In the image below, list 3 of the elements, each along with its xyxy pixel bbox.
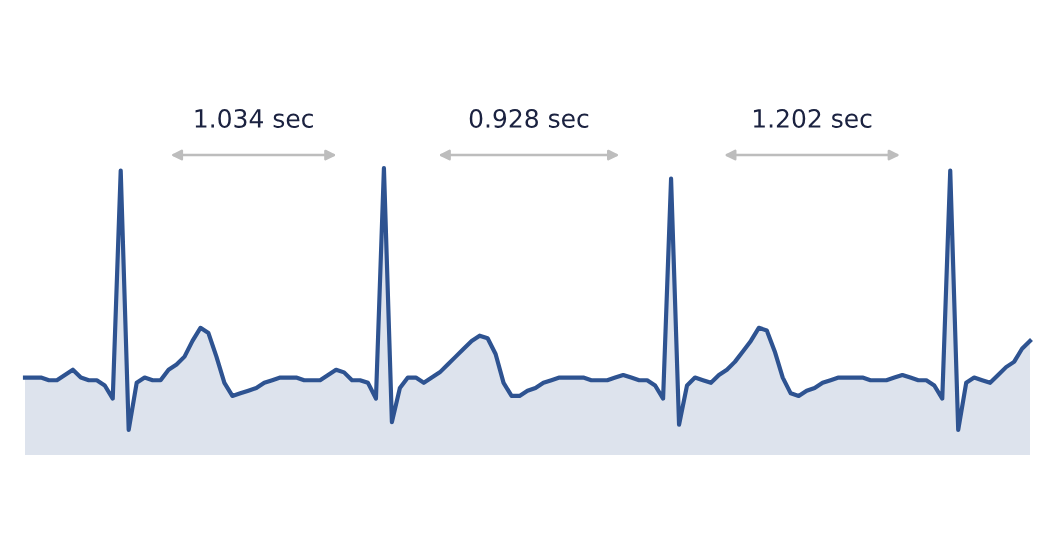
text: 1.202 sec [753, 108, 872, 128]
text: 0.928 sec [469, 108, 589, 128]
text: 1.034 sec [195, 108, 313, 128]
